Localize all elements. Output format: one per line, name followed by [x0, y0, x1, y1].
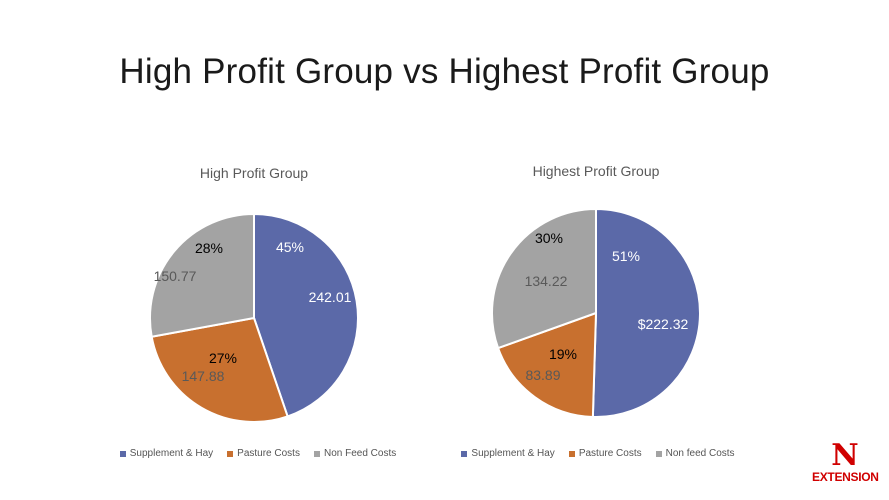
- pie-chart-highest-profit: Highest Profit Group 51% $222.32 19% 83.89 30…: [408, 150, 788, 480]
- legend-item-nonfeed: Non Feed Costs: [313, 448, 397, 459]
- legend-item-nonfeed: Non feed Costs: [655, 448, 735, 459]
- legend-swatch: [568, 450, 575, 457]
- legend-item-pasture: Pasture Costs: [227, 448, 300, 459]
- legend-label: Non feed Costs: [665, 448, 735, 459]
- legend-label: Supplement & Hay: [471, 448, 555, 459]
- value-label-supplement: 242.01: [309, 289, 352, 305]
- pie-svg-high-profit: High Profit Group 45% 242.01 27% 147.88 28% 15…: [149, 165, 359, 423]
- pct-label-nonfeed: 30%: [535, 230, 563, 246]
- value-label-nonfeed: 134.22: [525, 273, 568, 289]
- pie-slice-supplement: [591, 207, 701, 418]
- legend-label: Pasture Costs: [237, 448, 300, 459]
- legend-swatch: [119, 450, 126, 457]
- pie-chart-high-profit: High Profit Group 45% 242.01 27% 147.88 28% 15…: [68, 150, 448, 480]
- legend-swatch: [655, 450, 662, 457]
- chart-title: High Profit Group: [200, 165, 308, 181]
- pie-slice-nonfeed: [491, 207, 597, 350]
- nebraska-extension-logo: N EXTENSION: [812, 438, 879, 496]
- pie-slice-nonfeed: [149, 212, 255, 338]
- pie-svg-highest-profit: Highest Profit Group 51% $222.32 19% 83.89 30…: [491, 163, 701, 418]
- pct-label-supplement: 45%: [276, 239, 304, 255]
- legend-label: Pasture Costs: [578, 448, 642, 459]
- legend-item-supplement: Supplement & Hay: [119, 448, 214, 459]
- legend-swatch: [227, 450, 234, 457]
- chart-title: Highest Profit Group: [533, 163, 660, 179]
- pie-slice-pasture: [496, 311, 598, 418]
- value-label-nonfeed: 150.77: [154, 268, 197, 284]
- value-label-supplement: $222.32: [638, 316, 689, 332]
- slide-title: High Profit Group vs Highest Profit Grou…: [119, 52, 770, 91]
- logo-letter: N: [831, 438, 859, 473]
- logo-text: EXTENSION: [812, 470, 879, 484]
- legend-item-pasture: Pasture Costs: [568, 448, 642, 459]
- legend-swatch: [461, 450, 468, 457]
- legend-swatch: [313, 450, 320, 457]
- legend-item-supplement: Supplement & Hay: [461, 448, 555, 459]
- pct-label-pasture: 27%: [209, 350, 237, 366]
- pie-slice-supplement: [253, 212, 359, 418]
- legend-highest-profit: Supplement & Hay Pasture Costs Non feed Co…: [408, 448, 788, 459]
- value-label-pasture: 147.88: [182, 368, 225, 384]
- pie-slice-pasture: [150, 316, 289, 423]
- pct-label-nonfeed: 28%: [195, 240, 223, 256]
- legend-label: Supplement & Hay: [129, 448, 214, 459]
- legend-high-profit: Supplement & Hay Pasture Costs Non Feed Co…: [68, 448, 448, 459]
- value-label-pasture: 83.89: [525, 367, 560, 383]
- pct-label-pasture: 19%: [549, 346, 577, 362]
- legend-label: Non Feed Costs: [323, 448, 397, 459]
- pct-label-supplement: 51%: [612, 248, 640, 264]
